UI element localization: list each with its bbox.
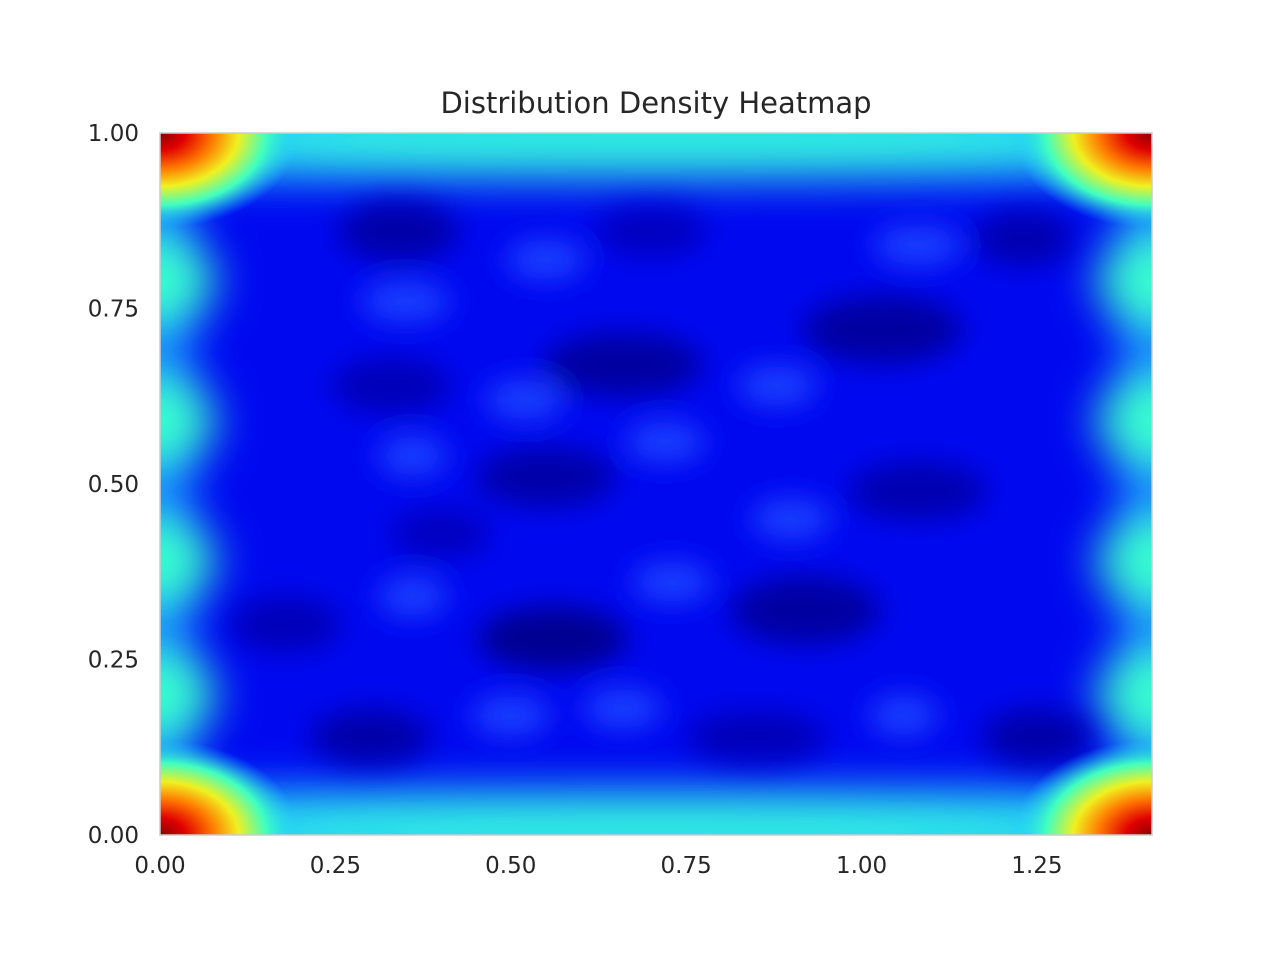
edge-glow (160, 133, 1152, 835)
x-tick-label: 0.75 (661, 853, 712, 879)
corner-peak (160, 740, 300, 835)
y-tick-label: 0.75 (88, 297, 139, 323)
x-tick-label: 1.00 (836, 853, 887, 879)
y-axis: 0.00 0.25 0.50 0.75 1.00 (88, 121, 139, 849)
y-tick-label: 0.25 (88, 648, 139, 674)
corner-peak (1012, 740, 1152, 835)
x-tick-label: 0.25 (310, 853, 361, 879)
y-tick-label: 0.00 (88, 823, 139, 849)
x-tick-label: 0.00 (134, 853, 185, 879)
corner-peak (160, 133, 300, 228)
y-tick-label: 0.50 (88, 472, 139, 498)
y-tick-label: 1.00 (88, 121, 139, 147)
x-tick-label: 0.50 (485, 853, 536, 879)
chart-title: Distribution Density Heatmap (440, 86, 872, 120)
interior-blobs (231, 201, 1092, 765)
x-axis: 0.00 0.25 0.50 0.75 1.00 1.25 (134, 853, 1062, 879)
plot-frame (159, 132, 1153, 836)
heatmap (160, 133, 1152, 835)
corner-peak (1012, 133, 1152, 228)
x-tick-label: 1.25 (1011, 853, 1062, 879)
